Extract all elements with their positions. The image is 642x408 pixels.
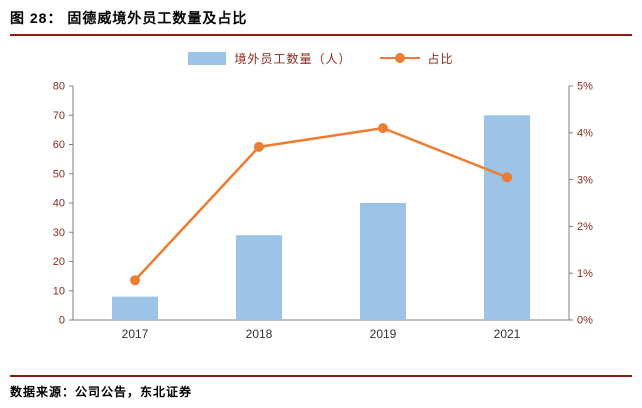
ratio-line [134, 126, 508, 282]
bar-swatch-icon [188, 51, 227, 65]
chart-area: 0 10 20 30 40 50 60 70 80 0% 1% 2% 3% 4% 5% 2017 2018 201… [0, 72, 642, 362]
figure-title: 图 28： 固德威境外员工数量及占比 [10, 10, 248, 26]
right-axis-label: 0% [577, 315, 593, 327]
line-marker-2018 [254, 141, 264, 152]
right-axis-label: 4% [577, 128, 593, 140]
left-axis-label: 10 [53, 285, 65, 297]
legend-item-bar: 境外员工数量（人） [188, 50, 351, 67]
data-source: 数据来源：公司公告，东北证券 [10, 385, 193, 399]
figure-header: 图 28： 固德威境外员工数量及占比 [0, 0, 642, 36]
line-marker-2021 [502, 172, 512, 183]
x-category-label: 2017 [122, 327, 149, 341]
bar-2019 [360, 203, 406, 320]
left-axis-label: 30 [53, 227, 65, 239]
legend-item-line: 占比 [379, 50, 454, 67]
right-axis-label: 1% [577, 268, 593, 280]
footer-divider [10, 375, 632, 377]
right-axis-label: 5% [577, 81, 593, 93]
right-axis-label: 3% [577, 174, 593, 186]
chart-legend: 境外员工数量（人） 占比 [0, 48, 642, 68]
x-category-label: 2019 [370, 327, 397, 341]
bar-2018 [236, 235, 282, 320]
line-marker-2017 [130, 275, 140, 286]
line-swatch-icon [379, 52, 420, 65]
title-divider [10, 34, 632, 36]
bar-2021 [484, 115, 530, 320]
combo-chart: 0 10 20 30 40 50 60 70 80 0% 1% 2% 3% 4% 5% 2017 2018 201… [53, 81, 593, 341]
bar-2017 [112, 296, 158, 320]
left-axis-label: 60 [53, 139, 65, 151]
left-axis-label: 20 [53, 256, 65, 268]
x-category-label: 2021 [494, 327, 521, 341]
line-marker-2019 [378, 123, 388, 134]
left-axis-label: 70 [53, 110, 65, 122]
x-category-label: 2018 [246, 327, 273, 341]
figure-footer: 数据来源：公司公告，东北证券 [0, 375, 642, 408]
legend-label-bar: 境外员工数量（人） [234, 51, 352, 66]
left-axis-label: 0 [59, 315, 65, 327]
right-axis-label: 2% [577, 221, 593, 233]
left-axis-label: 80 [53, 81, 65, 93]
left-axis-label: 50 [53, 168, 65, 180]
left-axis-label: 40 [53, 198, 65, 210]
legend-label-line: 占比 [427, 51, 454, 66]
